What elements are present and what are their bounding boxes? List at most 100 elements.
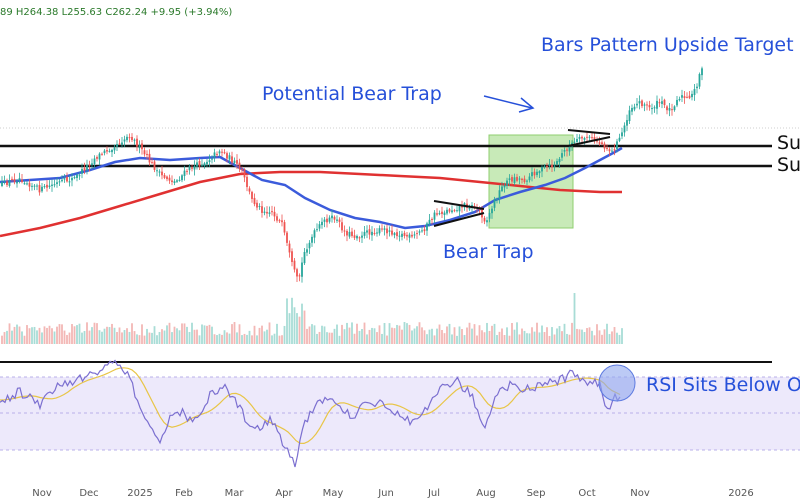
rsi-line (0, 359, 621, 468)
candle-body (83, 168, 86, 171)
volume-bar (611, 331, 613, 344)
volume-bar (381, 333, 383, 344)
candle-body (528, 176, 531, 181)
candle-body (181, 175, 183, 181)
x-tick-label: May (323, 488, 344, 499)
volume-bar (51, 328, 53, 344)
volume-bar (341, 324, 343, 344)
candle-body (491, 208, 493, 214)
candle-body (68, 181, 71, 183)
volume-bar (86, 322, 88, 344)
candle-body (411, 234, 413, 237)
candle-body (576, 139, 578, 142)
candle-body (666, 106, 668, 111)
candle-body (398, 235, 401, 237)
candle-body (436, 213, 438, 215)
rsi-note-label: RSI Sits Below Overbought Threshold (646, 374, 800, 396)
volume-bar (363, 322, 366, 344)
volume-bar (401, 329, 403, 344)
candle-body (378, 228, 381, 234)
volume-bar (46, 327, 48, 344)
x-tick-label: Dec (79, 488, 98, 499)
volume-bar (258, 327, 261, 344)
volume-bar (568, 334, 571, 344)
volume-bar (98, 330, 101, 344)
arrow-icon (483, 95, 535, 113)
candle-body (496, 199, 498, 201)
candle-body (266, 211, 268, 214)
candle-body (346, 230, 348, 236)
candle-body (98, 153, 101, 160)
candle-body (408, 234, 411, 238)
volume-bar (591, 330, 593, 344)
volume-bar (431, 328, 433, 344)
candle-body (523, 178, 526, 183)
candle-body (336, 219, 338, 221)
candle-body (26, 183, 28, 185)
volume-bar (523, 330, 526, 344)
volume-bar (113, 327, 116, 344)
volume-bar (438, 324, 441, 344)
volume-bar (83, 330, 86, 344)
volume-bar (528, 333, 531, 344)
candle-body (486, 220, 488, 223)
candle-body (81, 168, 83, 174)
candle-body (241, 168, 243, 171)
volume-bar (253, 325, 256, 344)
candle-body (268, 212, 271, 214)
volume-bar (391, 327, 393, 344)
volume-bar (416, 326, 418, 344)
candle-body (371, 231, 373, 236)
candle-body (36, 185, 38, 187)
candle-body (213, 152, 216, 158)
volume-bar (513, 329, 516, 344)
candle-body (661, 101, 663, 104)
candle-body (381, 228, 383, 230)
candle-body (401, 233, 403, 237)
volume-bar (453, 327, 456, 344)
candle-body (58, 181, 61, 183)
candle-body (296, 269, 298, 277)
candle-body (218, 151, 221, 154)
volume-bar (488, 330, 491, 344)
volume-bar (441, 329, 443, 344)
candle-body (693, 89, 696, 96)
volume-bar (171, 332, 173, 344)
volume-bar (376, 332, 378, 344)
candle-body (111, 149, 113, 153)
volume-bar (553, 334, 556, 344)
candle-body (556, 161, 558, 165)
consolidation-box (488, 134, 574, 229)
candle-body (286, 232, 288, 243)
volume-bar (93, 322, 96, 344)
candle-body (511, 177, 513, 182)
volume-bar (481, 330, 483, 344)
candle-body (33, 185, 36, 187)
volume-bar (8, 323, 11, 344)
candle-body (413, 234, 416, 236)
volume-bar (223, 330, 226, 344)
candle-body (418, 231, 421, 233)
candle-body (103, 150, 106, 154)
candle-body (676, 99, 678, 106)
x-tick-label: Jul (427, 488, 440, 499)
volume-bar (561, 331, 563, 344)
volume-bar (608, 334, 611, 344)
volume-bar (398, 325, 401, 344)
candle-body (653, 107, 656, 109)
candle-body (216, 153, 218, 155)
volume-bar (103, 328, 106, 344)
candle-body (223, 152, 226, 154)
candle-body (406, 234, 408, 237)
volume-bar (91, 327, 93, 344)
volume-bar (218, 333, 221, 344)
candle-body (71, 177, 73, 181)
volume-bar (123, 330, 126, 344)
volume-bar (571, 322, 573, 344)
volume-bar (386, 335, 388, 344)
candle-body (143, 150, 146, 155)
volume-bar (331, 332, 333, 344)
candle-body (451, 210, 453, 213)
volume-bar (413, 328, 416, 344)
